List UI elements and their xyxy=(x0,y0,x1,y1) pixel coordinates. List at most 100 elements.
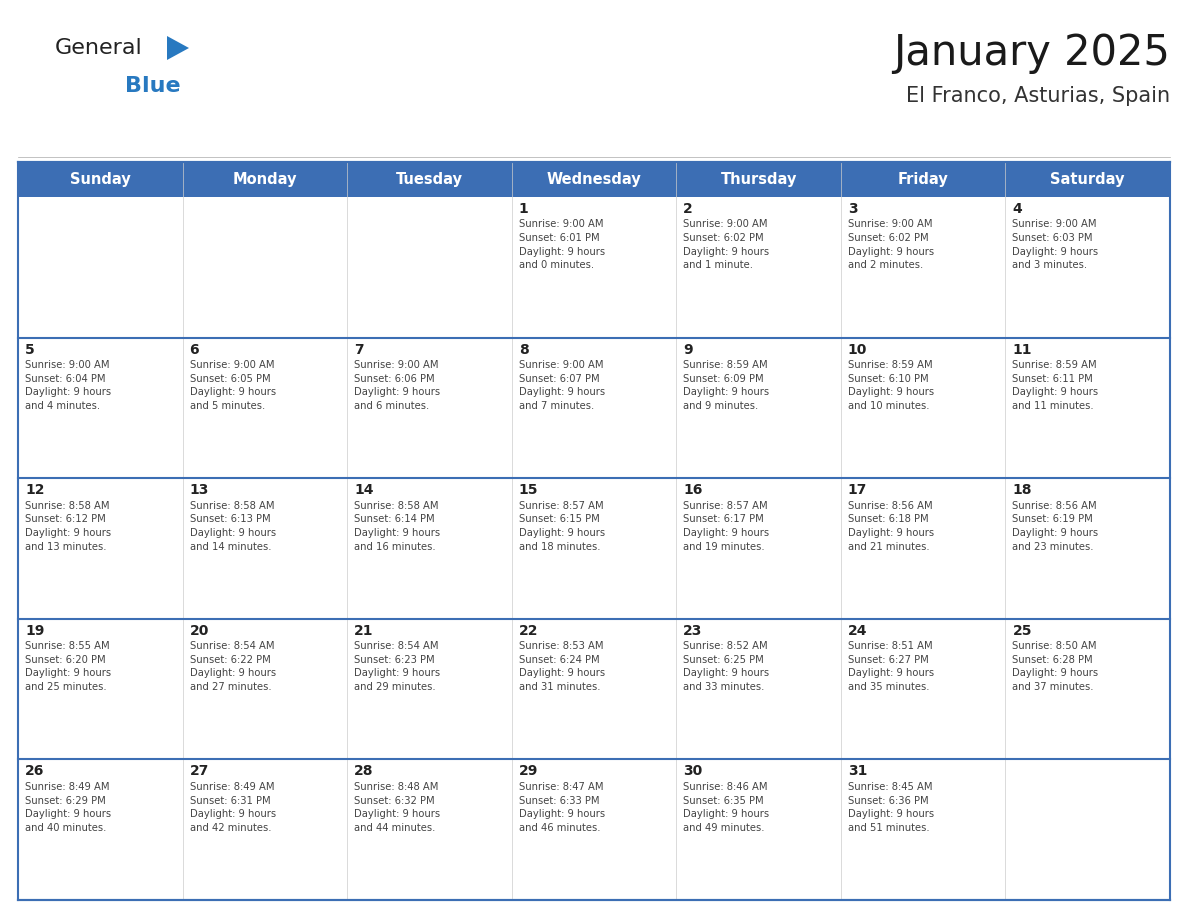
Text: Sunrise: 9:00 AM
Sunset: 6:02 PM
Daylight: 9 hours
and 2 minutes.: Sunrise: 9:00 AM Sunset: 6:02 PM Dayligh… xyxy=(848,219,934,270)
Text: Tuesday: Tuesday xyxy=(396,172,463,187)
Bar xyxy=(347,759,512,900)
Text: 15: 15 xyxy=(519,483,538,498)
Bar xyxy=(18,759,183,900)
Bar xyxy=(347,197,512,338)
Text: 19: 19 xyxy=(25,624,44,638)
Text: Sunrise: 8:54 AM
Sunset: 6:22 PM
Daylight: 9 hours
and 27 minutes.: Sunrise: 8:54 AM Sunset: 6:22 PM Dayligh… xyxy=(190,642,276,692)
Text: Sunrise: 8:59 AM
Sunset: 6:10 PM
Daylight: 9 hours
and 10 minutes.: Sunrise: 8:59 AM Sunset: 6:10 PM Dayligh… xyxy=(848,360,934,411)
Bar xyxy=(841,759,1005,900)
Text: 3: 3 xyxy=(848,202,858,216)
Text: Wednesday: Wednesday xyxy=(546,172,642,187)
Bar xyxy=(1005,197,1170,338)
Text: Sunrise: 9:00 AM
Sunset: 6:07 PM
Daylight: 9 hours
and 7 minutes.: Sunrise: 9:00 AM Sunset: 6:07 PM Dayligh… xyxy=(519,360,605,411)
Text: Sunrise: 8:58 AM
Sunset: 6:13 PM
Daylight: 9 hours
and 14 minutes.: Sunrise: 8:58 AM Sunset: 6:13 PM Dayligh… xyxy=(190,500,276,552)
Text: Sunrise: 8:56 AM
Sunset: 6:19 PM
Daylight: 9 hours
and 23 minutes.: Sunrise: 8:56 AM Sunset: 6:19 PM Dayligh… xyxy=(1012,500,1099,552)
Text: Sunrise: 8:47 AM
Sunset: 6:33 PM
Daylight: 9 hours
and 46 minutes.: Sunrise: 8:47 AM Sunset: 6:33 PM Dayligh… xyxy=(519,782,605,833)
Text: 23: 23 xyxy=(683,624,702,638)
Text: 27: 27 xyxy=(190,765,209,778)
Bar xyxy=(347,478,512,619)
Text: 5: 5 xyxy=(25,342,34,356)
Text: Sunrise: 8:45 AM
Sunset: 6:36 PM
Daylight: 9 hours
and 51 minutes.: Sunrise: 8:45 AM Sunset: 6:36 PM Dayligh… xyxy=(848,782,934,833)
Text: 8: 8 xyxy=(519,342,529,356)
Bar xyxy=(1005,619,1170,759)
Text: El Franco, Asturias, Spain: El Franco, Asturias, Spain xyxy=(906,86,1170,106)
Bar xyxy=(1005,478,1170,619)
Bar xyxy=(512,338,676,478)
Bar xyxy=(676,478,841,619)
Polygon shape xyxy=(168,36,189,60)
Text: Sunrise: 8:53 AM
Sunset: 6:24 PM
Daylight: 9 hours
and 31 minutes.: Sunrise: 8:53 AM Sunset: 6:24 PM Dayligh… xyxy=(519,642,605,692)
Text: 16: 16 xyxy=(683,483,702,498)
Bar xyxy=(183,162,347,197)
Bar xyxy=(676,619,841,759)
Text: Sunrise: 8:55 AM
Sunset: 6:20 PM
Daylight: 9 hours
and 25 minutes.: Sunrise: 8:55 AM Sunset: 6:20 PM Dayligh… xyxy=(25,642,112,692)
Text: 14: 14 xyxy=(354,483,374,498)
Text: Sunrise: 8:50 AM
Sunset: 6:28 PM
Daylight: 9 hours
and 37 minutes.: Sunrise: 8:50 AM Sunset: 6:28 PM Dayligh… xyxy=(1012,642,1099,692)
Bar xyxy=(676,759,841,900)
Bar xyxy=(18,478,183,619)
Bar xyxy=(512,619,676,759)
Bar xyxy=(18,197,183,338)
Text: 9: 9 xyxy=(683,342,693,356)
Bar xyxy=(18,162,183,197)
Text: Sunrise: 8:46 AM
Sunset: 6:35 PM
Daylight: 9 hours
and 49 minutes.: Sunrise: 8:46 AM Sunset: 6:35 PM Dayligh… xyxy=(683,782,770,833)
Text: General: General xyxy=(55,38,143,58)
Text: Sunrise: 8:52 AM
Sunset: 6:25 PM
Daylight: 9 hours
and 33 minutes.: Sunrise: 8:52 AM Sunset: 6:25 PM Dayligh… xyxy=(683,642,770,692)
Bar xyxy=(676,162,841,197)
Bar xyxy=(347,338,512,478)
Bar xyxy=(841,478,1005,619)
Text: 10: 10 xyxy=(848,342,867,356)
Text: 12: 12 xyxy=(25,483,44,498)
Text: Sunrise: 9:00 AM
Sunset: 6:06 PM
Daylight: 9 hours
and 6 minutes.: Sunrise: 9:00 AM Sunset: 6:06 PM Dayligh… xyxy=(354,360,441,411)
Text: Sunrise: 8:58 AM
Sunset: 6:14 PM
Daylight: 9 hours
and 16 minutes.: Sunrise: 8:58 AM Sunset: 6:14 PM Dayligh… xyxy=(354,500,441,552)
Text: Saturday: Saturday xyxy=(1050,172,1125,187)
Text: 29: 29 xyxy=(519,765,538,778)
Text: 13: 13 xyxy=(190,483,209,498)
Bar xyxy=(183,338,347,478)
Bar xyxy=(183,478,347,619)
Bar xyxy=(841,162,1005,197)
Bar xyxy=(841,619,1005,759)
Bar xyxy=(347,619,512,759)
Text: 26: 26 xyxy=(25,765,44,778)
Text: Sunrise: 8:59 AM
Sunset: 6:09 PM
Daylight: 9 hours
and 9 minutes.: Sunrise: 8:59 AM Sunset: 6:09 PM Dayligh… xyxy=(683,360,770,411)
Text: Sunrise: 8:56 AM
Sunset: 6:18 PM
Daylight: 9 hours
and 21 minutes.: Sunrise: 8:56 AM Sunset: 6:18 PM Dayligh… xyxy=(848,500,934,552)
Text: Sunrise: 9:00 AM
Sunset: 6:03 PM
Daylight: 9 hours
and 3 minutes.: Sunrise: 9:00 AM Sunset: 6:03 PM Dayligh… xyxy=(1012,219,1099,270)
Bar xyxy=(18,338,183,478)
Text: 1: 1 xyxy=(519,202,529,216)
Bar xyxy=(183,619,347,759)
Text: 2: 2 xyxy=(683,202,693,216)
Text: Friday: Friday xyxy=(898,172,948,187)
Text: Sunrise: 8:49 AM
Sunset: 6:31 PM
Daylight: 9 hours
and 42 minutes.: Sunrise: 8:49 AM Sunset: 6:31 PM Dayligh… xyxy=(190,782,276,833)
Text: Sunrise: 8:48 AM
Sunset: 6:32 PM
Daylight: 9 hours
and 44 minutes.: Sunrise: 8:48 AM Sunset: 6:32 PM Dayligh… xyxy=(354,782,441,833)
Text: Sunrise: 9:00 AM
Sunset: 6:04 PM
Daylight: 9 hours
and 4 minutes.: Sunrise: 9:00 AM Sunset: 6:04 PM Dayligh… xyxy=(25,360,112,411)
Text: 11: 11 xyxy=(1012,342,1032,356)
Bar xyxy=(841,338,1005,478)
Bar xyxy=(676,197,841,338)
Text: Sunrise: 8:54 AM
Sunset: 6:23 PM
Daylight: 9 hours
and 29 minutes.: Sunrise: 8:54 AM Sunset: 6:23 PM Dayligh… xyxy=(354,642,441,692)
Text: Sunrise: 8:49 AM
Sunset: 6:29 PM
Daylight: 9 hours
and 40 minutes.: Sunrise: 8:49 AM Sunset: 6:29 PM Dayligh… xyxy=(25,782,112,833)
Text: 22: 22 xyxy=(519,624,538,638)
Text: Sunrise: 8:51 AM
Sunset: 6:27 PM
Daylight: 9 hours
and 35 minutes.: Sunrise: 8:51 AM Sunset: 6:27 PM Dayligh… xyxy=(848,642,934,692)
Bar xyxy=(512,162,676,197)
Text: Blue: Blue xyxy=(125,76,181,96)
Bar xyxy=(347,162,512,197)
Bar xyxy=(1005,759,1170,900)
Text: 31: 31 xyxy=(848,765,867,778)
Text: 28: 28 xyxy=(354,765,374,778)
Bar xyxy=(18,619,183,759)
Bar xyxy=(1005,338,1170,478)
Text: 20: 20 xyxy=(190,624,209,638)
Text: Sunrise: 8:59 AM
Sunset: 6:11 PM
Daylight: 9 hours
and 11 minutes.: Sunrise: 8:59 AM Sunset: 6:11 PM Dayligh… xyxy=(1012,360,1099,411)
Text: Sunrise: 8:57 AM
Sunset: 6:15 PM
Daylight: 9 hours
and 18 minutes.: Sunrise: 8:57 AM Sunset: 6:15 PM Dayligh… xyxy=(519,500,605,552)
Text: 25: 25 xyxy=(1012,624,1032,638)
Bar xyxy=(676,338,841,478)
Text: Sunday: Sunday xyxy=(70,172,131,187)
Text: 4: 4 xyxy=(1012,202,1022,216)
Text: January 2025: January 2025 xyxy=(893,32,1170,74)
Text: 6: 6 xyxy=(190,342,200,356)
Bar xyxy=(512,197,676,338)
Text: Sunrise: 9:00 AM
Sunset: 6:02 PM
Daylight: 9 hours
and 1 minute.: Sunrise: 9:00 AM Sunset: 6:02 PM Dayligh… xyxy=(683,219,770,270)
Text: 24: 24 xyxy=(848,624,867,638)
Text: 18: 18 xyxy=(1012,483,1032,498)
